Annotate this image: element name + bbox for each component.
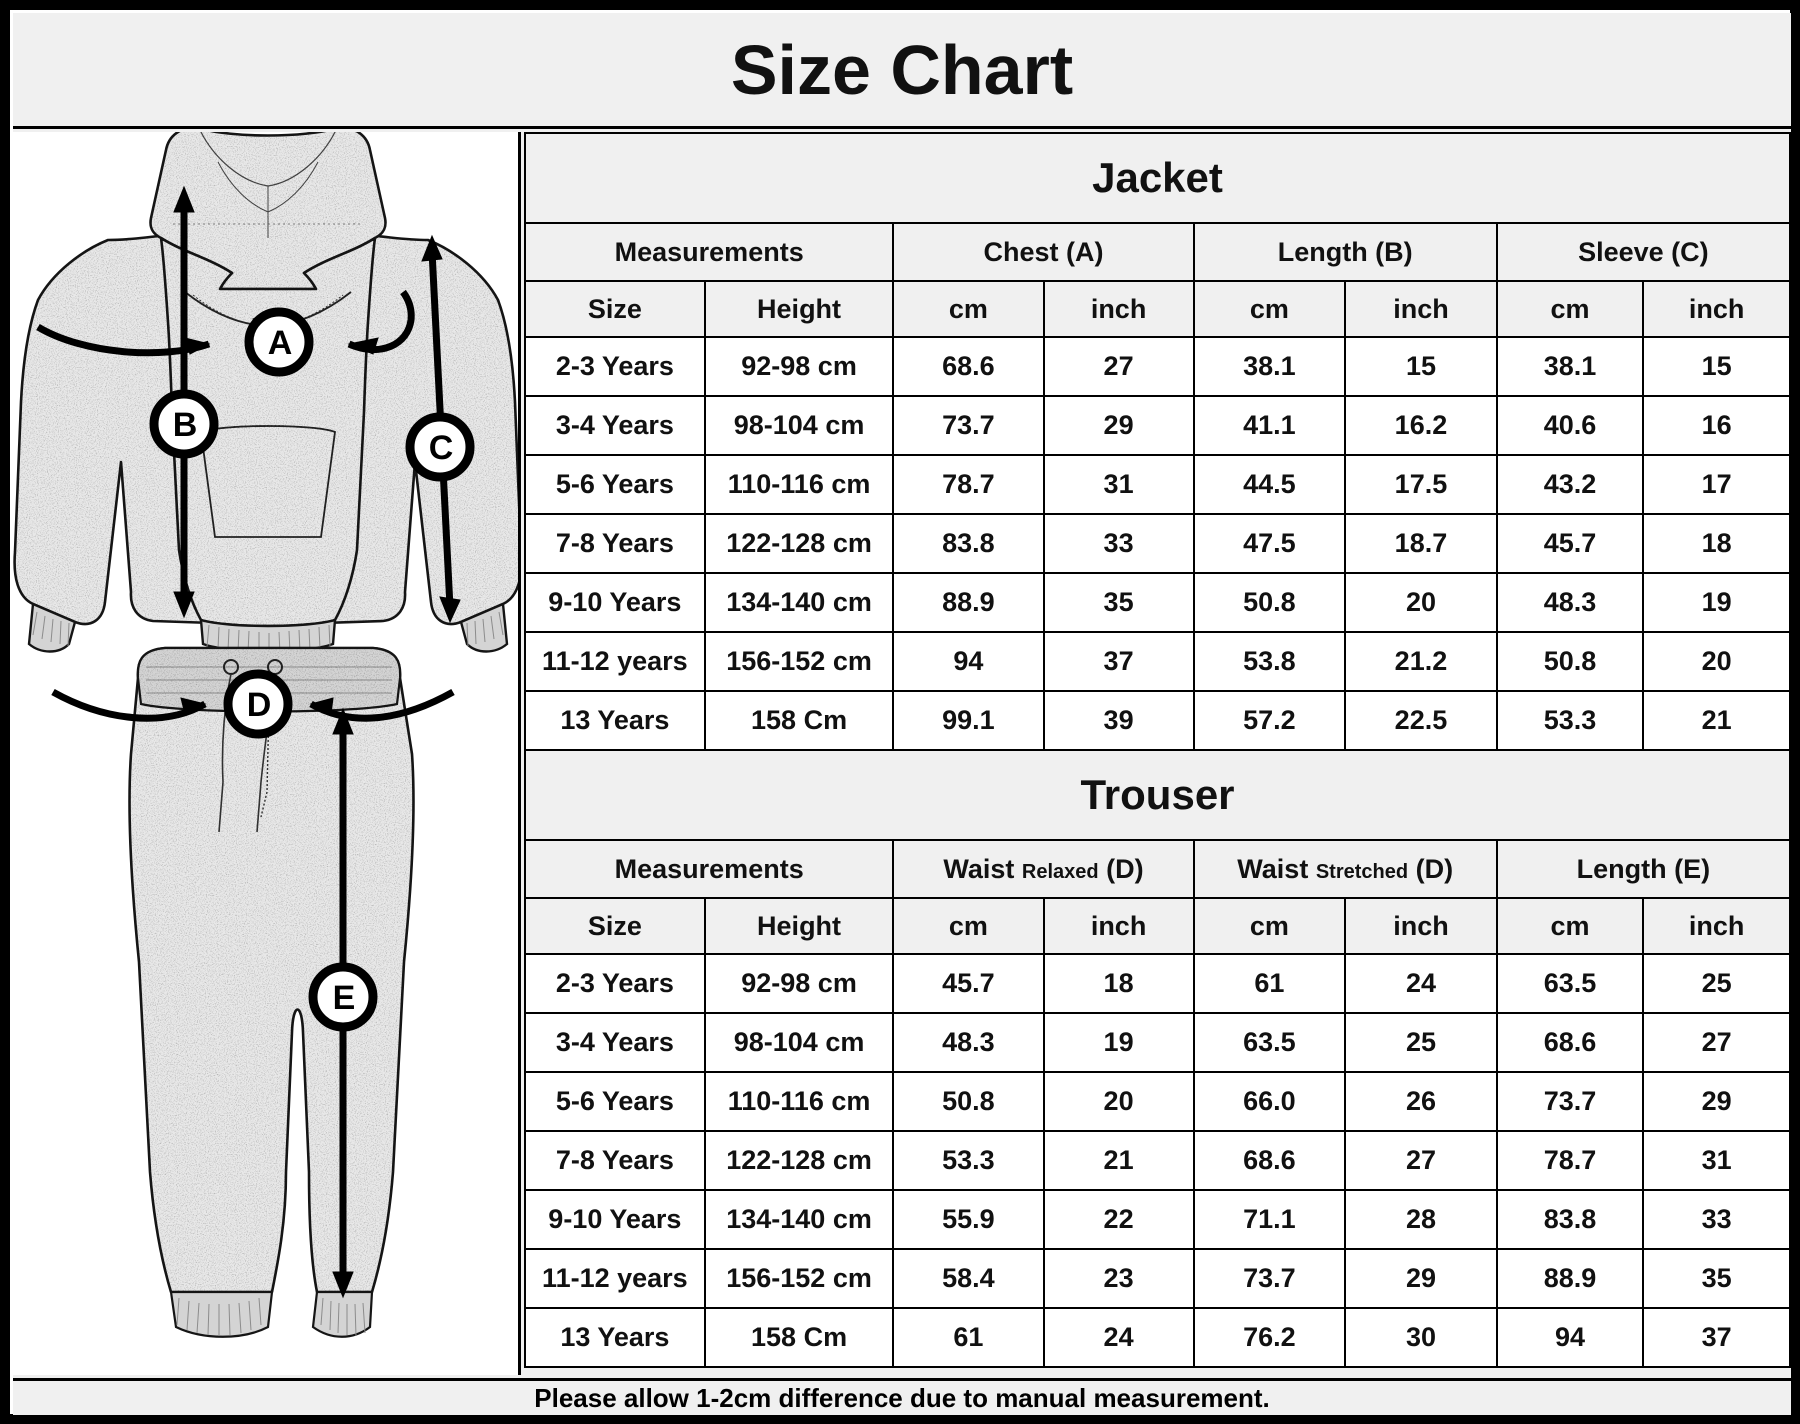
svg-text:C: C: [429, 429, 454, 467]
svg-text:B: B: [173, 406, 198, 444]
svg-text:E: E: [333, 979, 356, 1017]
svg-text:D: D: [247, 686, 272, 724]
svg-text:A: A: [268, 324, 293, 362]
